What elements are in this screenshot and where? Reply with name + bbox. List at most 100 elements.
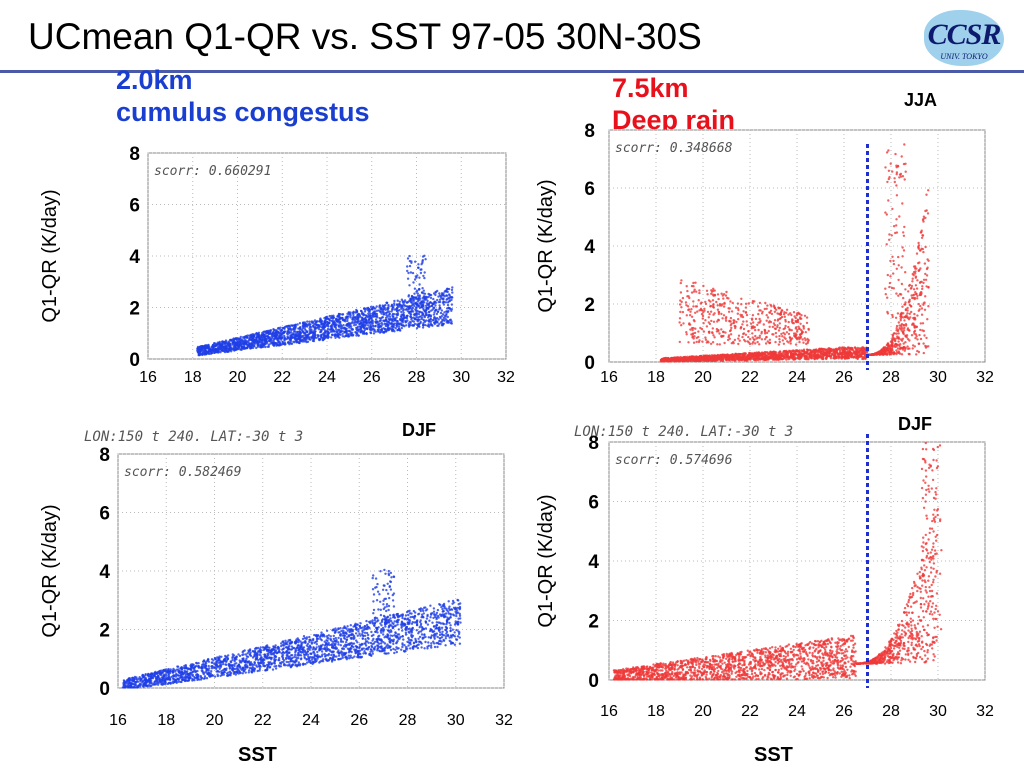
scatter-point [793,349,796,353]
scatter-point [848,350,852,354]
scatter-point [895,332,898,335]
scatter-point [286,333,289,336]
slide-title: UCmean Q1-QR vs. SST 97-05 30N-30S [28,16,702,57]
scatter-point [448,299,452,303]
logo-subtext: UNIV. TOKYO [940,52,988,61]
scatter-point [778,338,781,341]
scatter-point [273,341,276,344]
scatter-point [369,328,372,331]
scatter-point [248,345,251,348]
scatter-point [898,324,901,327]
scatter-point [447,320,450,324]
scatter-point [747,302,750,305]
scatter-point [776,319,779,322]
scatter-point [305,322,308,326]
scatter-point [311,335,314,339]
scatter-point [820,351,823,354]
scatter-point [393,330,396,333]
scatter-point [682,322,685,325]
scatter-point [919,249,922,252]
scatter-point [370,325,373,329]
scatter-point [772,351,775,354]
scatter-point [927,189,930,192]
scatter-point [722,354,726,357]
scatter-point [729,333,733,336]
scatter-point [852,351,855,355]
scatter-point [924,272,927,276]
scatter-point [802,327,805,330]
scatter-point [362,330,366,333]
scatter-point [364,317,367,320]
scatter-point [847,353,850,357]
scatter-point [369,323,372,327]
scatter-point [391,307,394,311]
scatter-point [410,317,413,321]
scatter-point [687,341,690,344]
scatter-point [231,347,234,350]
scatter-point [428,310,431,313]
scatter-point [346,315,349,319]
scatter-point [395,309,399,312]
scatter-point [855,356,858,360]
scatter-point [429,317,432,321]
scatter-point [432,292,436,295]
scatter-point [729,328,732,332]
y-tick-label: 4 [129,247,140,268]
scatter-point [834,356,837,360]
scatter-point [764,342,768,345]
scatter-point [239,335,242,339]
scatter-point [760,338,764,341]
scatter-point [308,329,311,332]
scatter-point [422,274,425,278]
scatter-point [398,309,401,312]
scatter-point [838,349,842,353]
scatter-point [693,331,697,335]
scatter-point [445,294,448,297]
scatter-point [712,303,715,306]
scatter-point [692,290,696,293]
scatter-point [755,353,759,356]
scatter-point [435,321,438,324]
scatter-point [756,305,760,308]
scatter-point [318,338,322,341]
scatter-point [443,290,446,293]
scatter-point [280,329,283,332]
scatter-point [730,310,734,313]
scatter-point [816,357,819,360]
scatter-point [919,267,922,270]
scatter-point [383,331,386,334]
scatter-point [301,339,305,342]
scatter-point [716,320,719,323]
scatter-point [700,301,703,304]
scatter-point [734,306,738,309]
scatter-point [772,322,776,325]
scatter-point [918,308,921,311]
scatter-point [359,322,362,325]
scatter-point [698,309,701,312]
scatter-point [732,340,735,344]
scatter-point [414,309,418,312]
scatter-point [413,287,417,290]
scatter-point [713,289,716,292]
scatter-point [713,336,716,339]
scatter-point [716,308,720,311]
scatter-point [701,309,704,312]
scatter-point [437,318,440,321]
scatter-point [920,290,923,294]
scatter-point [428,320,431,323]
left-heading-desc: cumulus congestus [116,97,370,127]
scatter-point [744,333,748,336]
scatter-point [269,332,272,335]
scatter-point [752,338,756,341]
scatter-point [679,355,682,359]
scatter-point [786,340,789,343]
scatter-point [429,322,433,326]
scatter-point [209,352,213,355]
scatter-point [794,332,797,335]
scatter-point [311,339,315,343]
scatter-point [921,329,924,332]
scatter-point [710,319,713,323]
scatter-point [332,323,335,326]
scatter-point [896,336,899,340]
scatter-point [706,293,709,296]
